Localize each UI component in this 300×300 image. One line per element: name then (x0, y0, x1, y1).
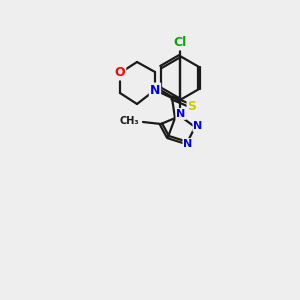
Text: N: N (194, 121, 202, 131)
Text: N: N (183, 139, 193, 149)
Text: O: O (115, 67, 125, 80)
Text: N: N (150, 83, 160, 97)
Text: N: N (176, 109, 186, 119)
Text: Cl: Cl (173, 37, 187, 50)
Text: S: S (188, 100, 196, 113)
Text: CH₃: CH₃ (119, 116, 139, 126)
